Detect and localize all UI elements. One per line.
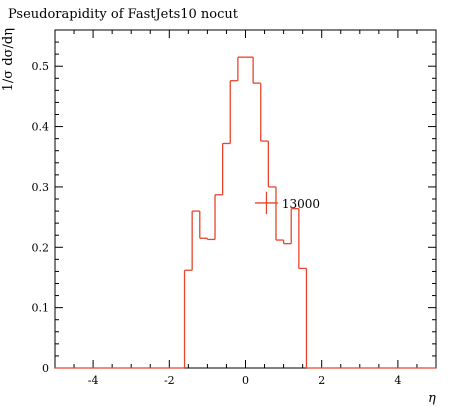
x-tick-label: 2 bbox=[318, 374, 325, 387]
annotation-label: 13000 bbox=[282, 197, 320, 211]
plot-frame bbox=[54, 29, 437, 369]
chart-title: Pseudorapidity of FastJets10 nocut bbox=[8, 7, 239, 22]
x-axis-label: η bbox=[428, 391, 436, 406]
x-axis-ticks: -4 -2 0 2 4 bbox=[54, 30, 437, 387]
x-tick-label: -4 bbox=[88, 374, 99, 387]
x-tick-label: 4 bbox=[394, 374, 401, 387]
y-tick-label: 0 bbox=[42, 362, 49, 375]
plot-frame-border bbox=[54, 29, 437, 369]
y-tick-label: 0.2 bbox=[32, 241, 50, 254]
y-tick-label: 0.3 bbox=[32, 181, 50, 194]
x-tick-label: -2 bbox=[164, 374, 175, 387]
histogram-series bbox=[55, 56, 436, 369]
annotation-group: 13000 bbox=[255, 191, 320, 215]
x-tick-label: 0 bbox=[242, 374, 249, 387]
y-tick-label: 0.5 bbox=[32, 60, 50, 73]
y-axis-ticks: 0 0.1 0.2 0.3 0.4 0.5 bbox=[32, 29, 436, 375]
y-tick-label: 0.4 bbox=[32, 121, 50, 134]
y-tick-label: 0.1 bbox=[32, 302, 50, 315]
y-axis-label: 1/σ dσ/dη bbox=[1, 28, 16, 91]
